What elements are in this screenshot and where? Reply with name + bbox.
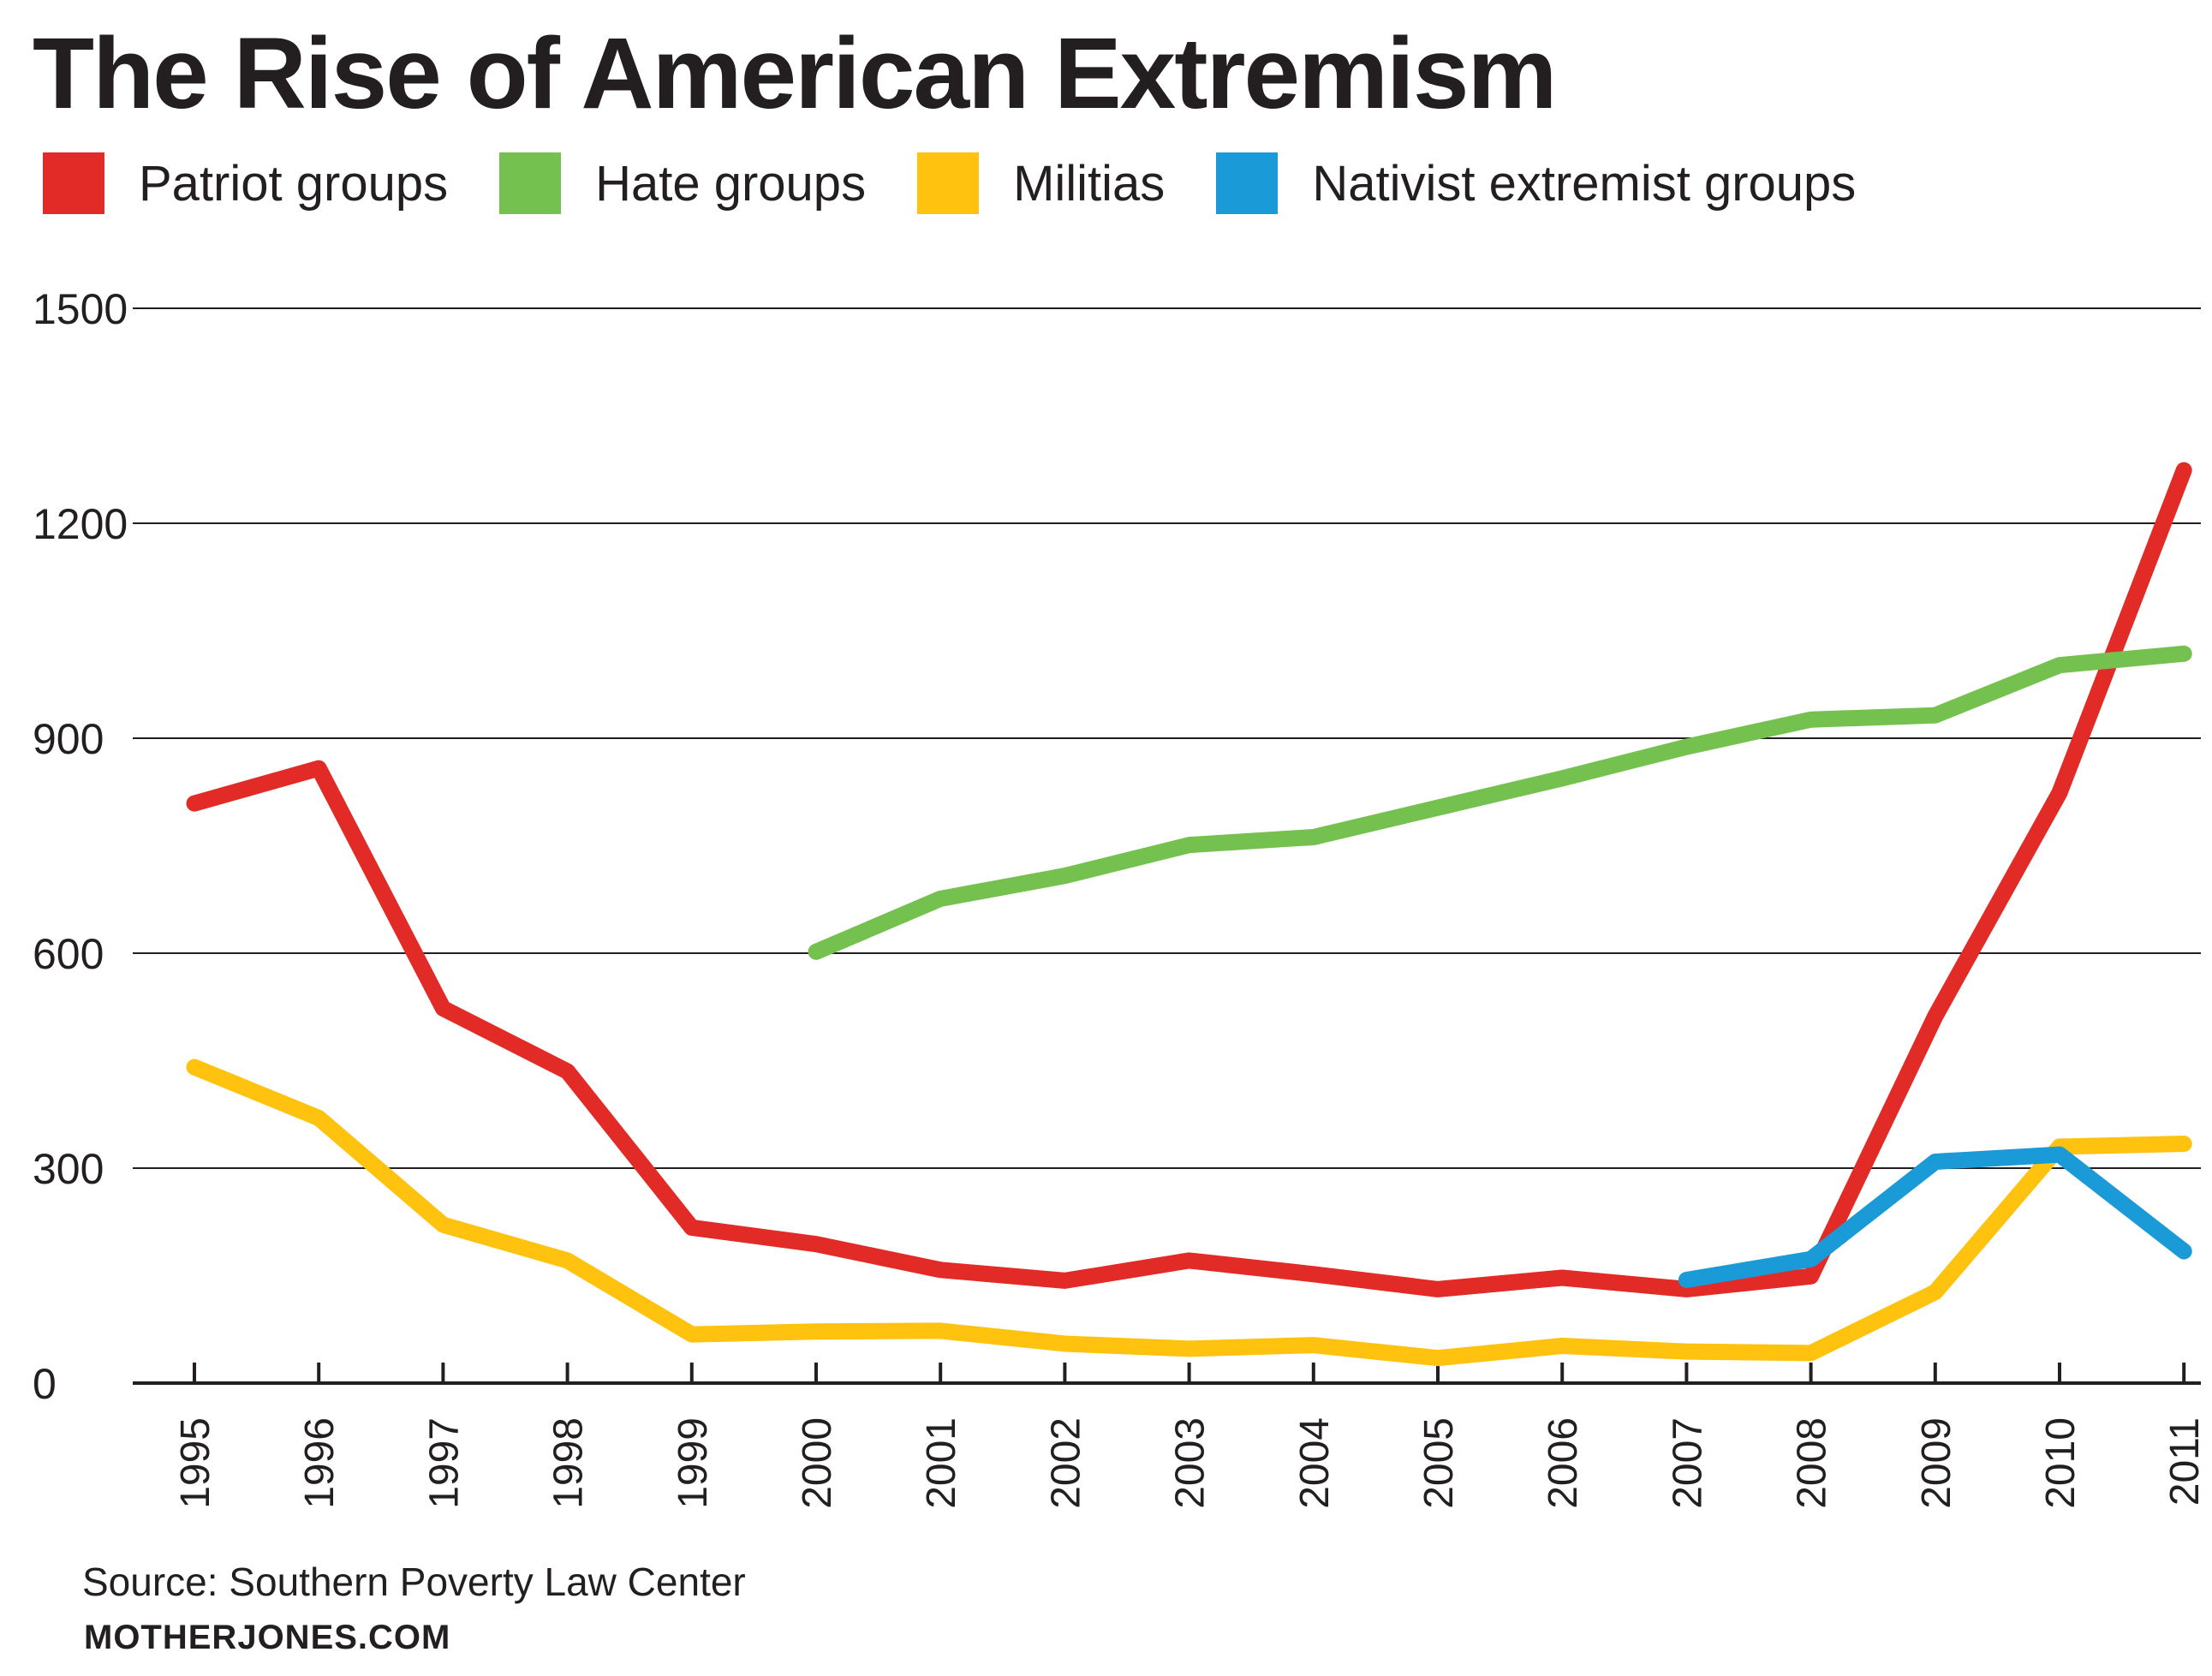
x-tick-label-1998: 1998 — [546, 1417, 592, 1509]
legend-item-militias: Militias — [917, 152, 1165, 214]
series-line-nativist-extremist-groups — [1678, 1146, 2192, 1289]
x-tick-label-2008: 2008 — [1790, 1417, 1835, 1509]
legend-swatch-nativist — [1216, 152, 1279, 214]
series-line-patriot-groups — [186, 462, 2192, 1297]
x-tick-label-1997: 1997 — [421, 1417, 467, 1509]
y-tick-label-1500: 1500 — [33, 285, 128, 333]
legend-label-patriot: Patriot groups — [139, 155, 449, 212]
legend-label-nativist: Nativist extremist groups — [1312, 155, 1857, 212]
legend: Patriot groups Hate groups Militias Nati… — [43, 152, 1907, 214]
y-tick-label-900: 900 — [33, 715, 104, 763]
chart-title: The Rise of American Extremism — [33, 17, 1557, 130]
series-line-militias — [186, 1059, 2192, 1367]
x-tick-label-2010: 2010 — [2038, 1417, 2084, 1509]
x-tick-label-2000: 2000 — [795, 1417, 840, 1509]
x-tick-label-2005: 2005 — [1416, 1417, 1462, 1509]
legend-item-nativist: Nativist extremist groups — [1216, 152, 1856, 214]
x-tick-label-2002: 2002 — [1043, 1417, 1088, 1509]
legend-item-patriot: Patriot groups — [43, 152, 448, 214]
legend-swatch-hate — [499, 152, 562, 214]
source-note: Source: Southern Poverty Law Center — [82, 1560, 746, 1604]
x-tick-label-2001: 2001 — [919, 1417, 964, 1509]
y-tick-label-0: 0 — [33, 1360, 57, 1408]
brand-logo: MOTHERJONES.COM — [84, 1619, 451, 1656]
legend-swatch-militias — [917, 152, 980, 214]
x-tick-label-2004: 2004 — [1292, 1417, 1338, 1509]
x-tick-label-2011: 2011 — [2162, 1417, 2208, 1506]
x-tick-label-1995: 1995 — [173, 1417, 218, 1509]
y-tick-label-600: 600 — [33, 930, 104, 978]
legend-swatch-patriot — [43, 152, 104, 214]
series-line-hate-groups — [808, 645, 2192, 960]
line-chart: 0 300 600 900 1200 1500 1995 1996 1997 1998 1999 20… — [33, 285, 2208, 1509]
legend-item-hate: Hate groups — [499, 152, 866, 214]
legend-label-militias: Militias — [1013, 155, 1166, 212]
x-tick-label-2006: 2006 — [1541, 1417, 1586, 1509]
x-tick-label-2007: 2007 — [1665, 1417, 1710, 1509]
y-tick-label-1200: 1200 — [33, 500, 128, 548]
x-tick-label-1999: 1999 — [671, 1417, 716, 1509]
legend-label-hate: Hate groups — [595, 155, 867, 212]
y-tick-label-300: 300 — [33, 1145, 104, 1193]
x-tick-label-2003: 2003 — [1168, 1417, 1213, 1509]
x-tick-label-1996: 1996 — [297, 1417, 343, 1509]
x-tick-label-2009: 2009 — [1914, 1417, 1959, 1509]
